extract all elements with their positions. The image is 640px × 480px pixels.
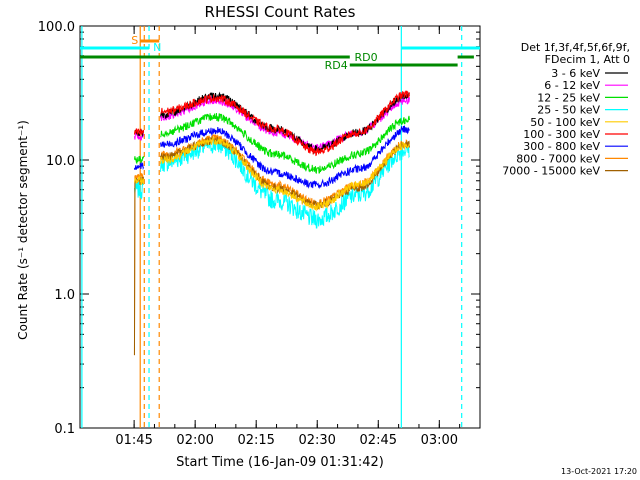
legend: Det 1f,3f,4f,5f,6f,9f, FDecim 1, Att 0 3…: [502, 41, 630, 178]
annotation-s: S: [131, 34, 138, 47]
series-layer: [133, 90, 410, 356]
x-axis-label: Start Time (16-Jan-09 01:31:42): [176, 455, 384, 470]
legend-label-2: 12 - 25 keV: [537, 91, 600, 104]
annotation-rd4: RD4: [325, 59, 348, 72]
chart-title: RHESSI Count Rates: [205, 3, 356, 21]
y-tick-label-1: 1.0: [54, 288, 75, 303]
x-tick-label-3: 02:30: [298, 433, 335, 448]
x-tick-label-2: 02:15: [237, 433, 274, 448]
x-tick-label-0: 01:45: [115, 433, 152, 448]
annotation-n: N: [153, 41, 161, 54]
footer-timestamp: 13-Oct-2021 17:20: [561, 467, 637, 476]
legend-label-5: 100 - 300 keV: [523, 128, 600, 141]
time-markers: [81, 26, 463, 428]
plot-area-frame: [79, 25, 481, 429]
x-tick-label-1: 02:00: [176, 433, 213, 448]
series-line-2-segment-0: [133, 155, 145, 165]
series-line-5-segment-1: [160, 90, 410, 157]
legend-header-line-1: Det 1f,3f,4f,5f,6f,9f,: [521, 41, 630, 54]
series-line-7-segment-0: [133, 171, 145, 356]
x-tick-label-5: 03:00: [421, 433, 458, 448]
series-line-4-segment-0: [133, 175, 145, 186]
legend-label-4: 50 - 100 keV: [530, 116, 600, 129]
annotation-rd0: RD0: [355, 51, 378, 64]
legend-header-line-2: FDecim 1, Att 0: [545, 53, 630, 66]
legend-label-3: 25 - 50 keV: [537, 104, 600, 117]
y-axis: 0.1 1.0 10.0 100.0: [38, 20, 480, 437]
series-line-5-segment-0: [133, 128, 145, 136]
series-line-6-segment-0: [133, 162, 145, 170]
series-line-4-segment-1: [160, 136, 410, 212]
legend-label-6: 300 - 800 keV: [523, 140, 600, 153]
x-tick-label-4: 02:45: [360, 433, 397, 448]
y-tick-label-3: 100.0: [38, 20, 75, 35]
y-axis-label: Count Rate (s⁻¹ detector segment⁻¹): [16, 120, 30, 340]
series-line-2-segment-1: [160, 112, 410, 174]
legend-label-7: 800 - 7000 keV: [516, 152, 600, 165]
state-bars: S N RD0 RD4: [80, 34, 480, 72]
legend-label-1: 6 - 12 keV: [544, 79, 600, 92]
legend-label-0: 3 - 6 keV: [551, 67, 600, 80]
legend-label-8: 7000 - 15000 keV: [502, 165, 600, 178]
series-line-6-segment-1: [160, 125, 410, 190]
x-axis: 01:45 02:00 02:15 02:30 02:45 03:00: [115, 26, 461, 448]
y-tick-label-2: 10.0: [46, 154, 75, 169]
series-line-8-segment-0: [133, 176, 145, 356]
y-tick-label-0: 0.1: [54, 422, 75, 437]
